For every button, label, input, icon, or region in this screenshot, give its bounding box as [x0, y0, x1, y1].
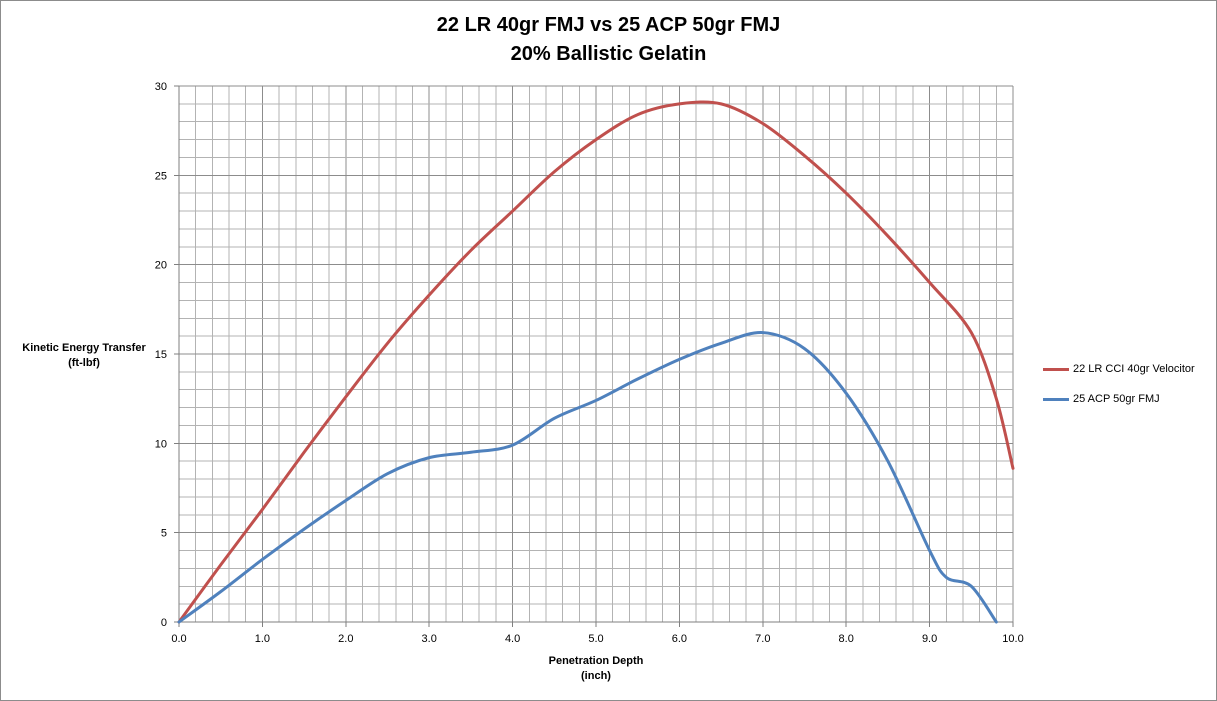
gridlines	[178, 85, 1014, 623]
y-tick-label: 10	[155, 438, 167, 450]
y-tick-label: 15	[155, 349, 167, 361]
series-lines	[177, 100, 1015, 624]
y-axis-label-line1: Kinetic Energy Transfer	[22, 342, 146, 354]
y-axis-label-line2: (ft-lbf)	[68, 357, 100, 369]
chart-title: 22 LR 40gr FMJ vs 25 ACP 50gr FMJ 20% Ba…	[1, 11, 1216, 69]
x-tick-label: 2.0	[338, 633, 353, 645]
x-tick-label: 10.0	[1002, 633, 1023, 645]
x-tick-label: 4.0	[505, 633, 520, 645]
x-tick-label: 8.0	[839, 633, 854, 645]
x-tick-label: 9.0	[922, 633, 937, 645]
y-axis-label: Kinetic Energy Transfer (ft-lbf)	[9, 341, 159, 371]
legend-swatch-22lr	[1043, 368, 1069, 371]
legend-label-22lr: 22 LR CCI 40gr Velocitor	[1073, 363, 1195, 375]
x-tick-label: 6.0	[672, 633, 687, 645]
y-tick-label: 0	[161, 617, 167, 629]
y-tick-label: 20	[155, 260, 167, 272]
chart-title-line1: 22 LR 40gr FMJ vs 25 ACP 50gr FMJ	[436, 14, 781, 36]
legend-swatch-25acp	[1043, 398, 1069, 401]
x-tick-label: 7.0	[755, 633, 770, 645]
y-tick-label: 30	[155, 81, 167, 93]
x-tick-label: 3.0	[422, 633, 437, 645]
tick-labels: 0.0 1.0 2.0 3.0 4.0 5.0 6.0 7.0 8.0 9.0 10.0 0 5 10 15…	[155, 81, 1024, 645]
chart-title-line2: 20% Ballistic Gelatin	[510, 43, 707, 65]
x-tick-label: 5.0	[588, 633, 603, 645]
y-tick-label: 5	[161, 528, 167, 540]
x-axis-label-line2: (inch)	[581, 670, 611, 682]
series-line-25acp	[177, 331, 998, 624]
x-tick-label: 0.0	[171, 633, 186, 645]
x-axis-label: Penetration Depth (inch)	[521, 654, 671, 684]
series-line-22lr	[177, 100, 1015, 624]
axes	[174, 85, 1014, 627]
legend-label-25acp: 25 ACP 50gr FMJ	[1073, 393, 1160, 405]
x-tick-label: 1.0	[255, 633, 270, 645]
x-axis-label-line1: Penetration Depth	[548, 655, 644, 667]
y-tick-label: 25	[155, 170, 167, 182]
